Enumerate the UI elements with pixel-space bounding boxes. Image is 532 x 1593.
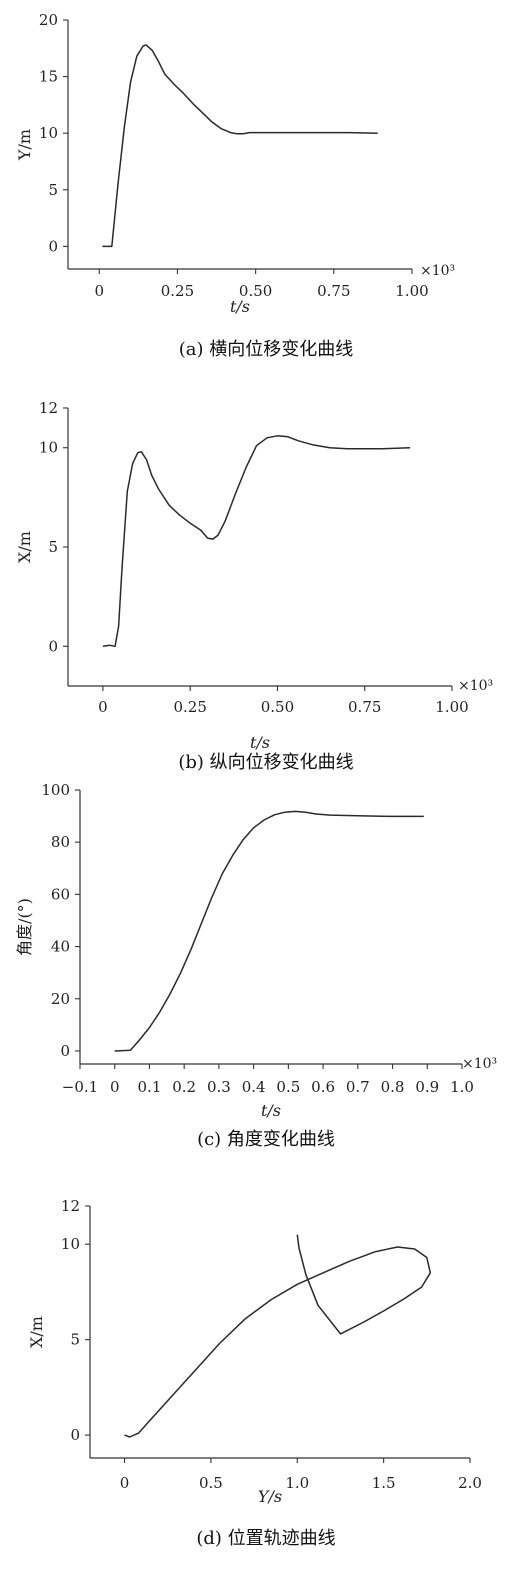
x-tick-label: 0.75 [317,282,350,300]
x-tick-label: 0.5 [199,1474,223,1492]
x-tick-label: 1.00 [395,282,428,300]
x-tick-label: 0.2 [172,1078,196,1096]
y-tick-label: 12 [39,399,58,417]
x-tick-label: 0.1 [138,1078,162,1096]
y-tick-label: 0 [48,237,58,255]
x-tick-label: 0.7 [346,1078,370,1096]
series-line [102,44,378,248]
x-tick-label: 1.00 [435,698,468,716]
x-tick-label: 0.75 [348,698,381,716]
panel-caption: (d) 位置轨迹曲线 [196,1528,335,1549]
x-tick-label: 0.25 [161,282,194,300]
y-tick-label: 10 [61,1235,80,1253]
y-axis-label: 角度/(°) [15,898,34,956]
x-tick-label: 0.9 [415,1078,439,1096]
x-tick-label: 2.0 [458,1474,482,1492]
x-tick-label: 0.25 [173,698,206,716]
y-tick-label: 80 [51,833,70,851]
x-axis-label: t/s [261,1101,281,1120]
y-tick-label: 40 [51,938,70,956]
panel-c: −0.1 0 0.1 0.2 0.3 0.4 0.5 0.6 0.7 0.8 0.9 1.0 0 20 40… [15,781,497,1150]
series-line [124,1234,432,1438]
y-tick-label: 10 [39,124,58,142]
x-axis-multiplier: ×10³ [420,263,455,279]
panel-caption: (b) 纵向位移变化曲线 [178,752,353,773]
y-tick-label: 5 [48,181,58,199]
y-tick-label: 20 [39,11,58,29]
panel-b: 0 0.25 0.50 0.75 1.00 0 5 10 12 ×10³ t/s X/m (b) 纵向位… [15,399,493,773]
x-tick-label: 0 [110,1078,120,1096]
x-tick-label: 0 [98,698,108,716]
y-tick-label: 60 [51,885,70,903]
y-tick-label: 12 [61,1197,80,1215]
series-line [114,810,424,1052]
y-axis-label: X/m [27,1316,46,1348]
x-tick-label: 0.6 [311,1078,335,1096]
x-tick-label: 0.50 [261,698,294,716]
y-tick-label: 0 [48,637,58,655]
y-axis-label: Y/m [15,129,34,161]
panel-a: 0 0.25 0.50 0.75 1.00 0 5 10 15 20 ×10³ t/s Y/m (a) 横… [15,11,455,360]
y-tick-label: 0 [70,1426,80,1444]
x-axis-label: t/s [230,297,250,316]
x-tick-label: 1.0 [285,1474,309,1492]
y-tick-label: 15 [39,68,58,86]
panel-d: 0 0.5 1.0 1.5 2.0 0 5 10 12 Y/s X/m (d) 位置轨迹曲线 [27,1197,482,1549]
x-tick-label: 0.8 [381,1078,405,1096]
x-axis-multiplier: ×10³ [458,678,493,694]
x-tick-label: 0 [120,1474,130,1492]
x-axis-multiplier: ×10³ [462,1056,497,1072]
y-tick-label: 10 [39,439,58,457]
y-tick-label: 0 [60,1042,70,1060]
y-axis-label: X/m [15,531,34,563]
panel-caption: (a) 横向位移变化曲线 [179,339,354,360]
x-tick-label: 1.0 [450,1078,474,1096]
y-tick-label: 5 [70,1331,80,1349]
panel-caption: (c) 角度变化曲线 [197,1129,335,1150]
x-tick-label: 0 [94,282,104,300]
y-tick-label: 100 [41,781,70,799]
x-axis-label: Y/s [258,1487,282,1506]
y-tick-label: 20 [51,990,70,1008]
x-tick-label: 0.50 [239,282,272,300]
y-tick-label: 5 [48,538,58,556]
x-tick-label: 1.5 [372,1474,396,1492]
series-line [102,435,411,648]
x-tick-label: 0.4 [242,1078,266,1096]
x-tick-label: 0.3 [207,1078,231,1096]
x-tick-label: 0.5 [276,1078,300,1096]
x-tick-label: −0.1 [62,1078,98,1096]
x-axis-label: t/s [250,733,270,752]
